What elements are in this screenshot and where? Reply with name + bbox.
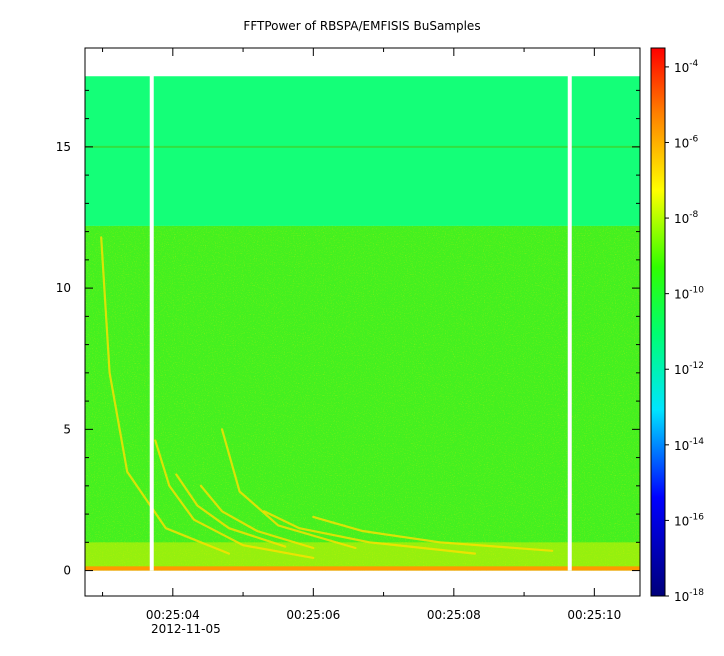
whistler-tone-4	[199, 484, 315, 550]
dc-band	[85, 566, 640, 571]
noise-texture	[85, 225, 640, 571]
chart-title: FFTPower of RBSPA/EMFISIS BuSamples	[243, 19, 480, 33]
y-tick-label: 15	[56, 140, 71, 154]
y-tick-label: 0	[63, 564, 71, 578]
whistler-tone-5	[220, 428, 357, 550]
colorbar-tick-label: 10-16	[674, 512, 704, 528]
upper-band	[85, 76, 640, 226]
data-gap-2	[567, 48, 572, 571]
y-tick-label: 10	[56, 281, 71, 295]
plot-frame	[84, 47, 641, 597]
x-tick-label: 00:25:04	[146, 608, 200, 622]
colorbar-gradient	[650, 47, 666, 597]
plot-area	[85, 48, 640, 596]
data-gap-1	[149, 48, 154, 571]
x-tick-label: 00:25:06	[286, 608, 340, 622]
colorbar-tick-label: 10-10	[674, 286, 704, 302]
x-axis-date-label: 2012-11-05	[151, 622, 221, 636]
colorbar-tick-label: 10-18	[674, 588, 704, 604]
colorbar-tick-label: 10-12	[674, 361, 704, 377]
x-tick-label: 00:25:08	[427, 608, 481, 622]
low-frequency-band	[85, 542, 640, 571]
colorbar-tick-label: 10-8	[674, 210, 699, 226]
whistler-tone-1	[100, 236, 231, 555]
y-tick-label: 5	[63, 422, 71, 436]
y-axis: 0 5 10 15	[56, 89, 640, 578]
colorbar-tick-label: 10-14	[674, 437, 704, 453]
whistler-tone-6	[263, 510, 476, 555]
whistler-tone-7	[312, 515, 554, 552]
x-axis: 00:25:04 00:25:06 00:25:08 00:25:10	[102, 48, 621, 622]
colorbar-tick-label: 10-4	[674, 59, 699, 75]
whistler-tone-2	[154, 439, 315, 559]
whistler-tone-3	[175, 473, 287, 548]
x-tick-label: 00:25:10	[567, 608, 621, 622]
colorbar: 10-4 10-6 10-8 10-10 10-12 10-14 10-16 10-18	[650, 47, 704, 604]
colorbar-tick-label: 10-6	[674, 134, 699, 150]
